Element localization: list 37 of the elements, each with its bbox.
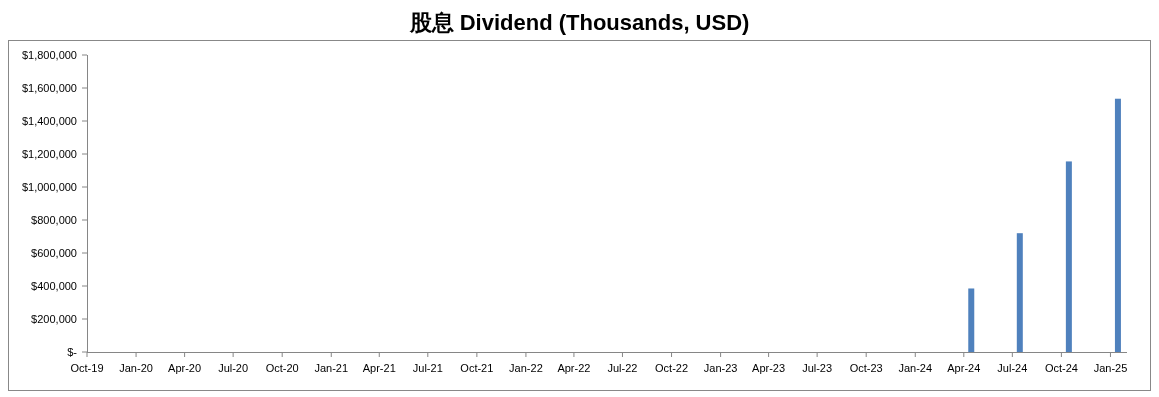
chart-title: 股息 Dividend (Thousands, USD) [408,10,750,35]
y-tick-label: $1,200,000 [21,148,77,160]
bar [968,288,975,352]
x-tick-label: Jul-20 [218,362,249,374]
x-tick-label: Oct-23 [849,362,883,374]
x-tick-label: Oct-19 [70,362,104,374]
x-tick-label: Jan-24 [898,362,933,374]
y-tick-label: $200,000 [31,313,77,325]
x-tick-label: Apr-20 [168,362,202,374]
y-tick-label: $400,000 [31,280,77,292]
x-tick-label: Oct-20 [265,362,299,374]
x-tick-label: Apr-23 [752,362,786,374]
y-tick-label: $1,400,000 [21,115,77,127]
x-tick-label: Jan-20 [119,362,153,374]
x-tick-label: Jul-21 [412,362,443,374]
x-tick-label: Jan-22 [509,362,543,374]
bar [1016,233,1023,352]
x-tick-label: Jul-24 [997,362,1028,374]
y-tick-label: $1,000,000 [21,181,77,193]
x-tick-label: Apr-24 [947,362,981,374]
x-tick-label: Jan-25 [1093,362,1128,374]
y-tick-label: $- [67,346,78,358]
x-tick-label: Apr-21 [362,362,396,374]
x-tick-label: Apr-22 [557,362,591,374]
bar [1114,98,1121,352]
y-tick-label: $600,000 [31,247,77,259]
y-tick-label: $800,000 [31,214,77,226]
bar [1065,161,1072,352]
y-tick-label: $1,800,000 [21,49,77,61]
x-tick-label: Jul-23 [802,362,833,374]
x-tick-label: Jan-21 [314,362,349,374]
x-tick-label: Jul-22 [607,362,638,374]
x-tick-label: Oct-21 [460,362,494,374]
x-tick-label: Oct-22 [655,362,689,374]
y-tick-label: $1,600,000 [21,82,77,94]
x-tick-label: Jan-23 [703,362,738,374]
x-tick-label: Oct-24 [1044,362,1078,374]
